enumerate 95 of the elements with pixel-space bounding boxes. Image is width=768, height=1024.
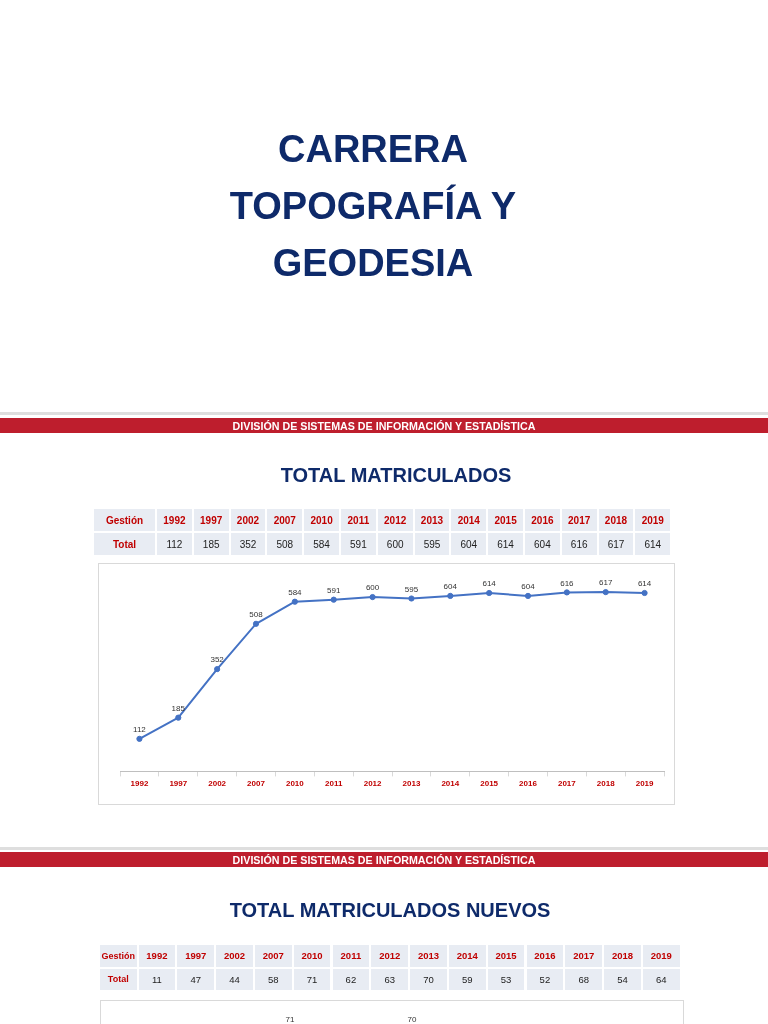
data-label: 604 (460, 538, 478, 550)
x-tick-label: 1997 (185, 950, 207, 962)
x-tick-label: 2015 (495, 950, 517, 962)
x-tick-label: 2017 (573, 950, 595, 962)
data-label: 604 (521, 582, 536, 592)
data-label: 62 (345, 973, 357, 985)
data-label: 54 (617, 973, 628, 985)
x-tick-label: 1992 (163, 514, 186, 526)
data-label: 614 (637, 579, 652, 589)
data-label: 600 (365, 583, 380, 593)
data-label: 614 (482, 579, 497, 589)
x-tick-label: 2016 (534, 950, 556, 962)
x-tick-label: 2015 (494, 514, 517, 526)
data-label: 614 (497, 538, 514, 550)
data-label: 53 (500, 973, 512, 985)
data-label: 185 (202, 538, 220, 550)
x-tick-label: 2017 (557, 779, 577, 789)
data-label: 112 (133, 725, 147, 735)
data-label: 616 (570, 538, 588, 550)
data-label: 112 (166, 538, 183, 550)
data-label: 600 (386, 538, 404, 550)
x-tick-label: 2019 (635, 779, 655, 789)
x-tick-label: 2019 (650, 950, 672, 962)
x-tick-label: 2011 (340, 950, 362, 962)
data-label: 64 (656, 973, 667, 985)
annotation: 71 (284, 1015, 296, 1024)
data-label: 604 (534, 538, 551, 550)
text: DIVISIÓN DE SISTEMAS DE INFORMACIÓN Y ESTADÍSTICA (232, 853, 536, 866)
data-label: 508 (249, 609, 264, 619)
data-label: 591 (350, 538, 367, 550)
text: CARRERA TOPOGRAFÍA Y GEODESIA (228, 127, 518, 286)
x-axis-title: Gestión (101, 950, 135, 961)
x-tick-label: 1992 (130, 779, 149, 789)
x-tick-label: 2018 (596, 779, 616, 789)
x-tick-label: 2010 (301, 950, 323, 962)
x-tick-label: 2014 (441, 779, 460, 789)
x-tick-label: 2016 (531, 514, 554, 526)
data-label: 59 (462, 973, 473, 985)
x-tick-label: 2002 (208, 779, 227, 789)
data-label: 584 (288, 587, 303, 597)
data-label: 47 (190, 973, 201, 985)
data-label: 617 (607, 538, 625, 550)
data-label: 616 (560, 578, 575, 588)
x-tick-label: 2018 (604, 514, 628, 526)
data-label: 591 (327, 585, 341, 595)
data-label: 58 (268, 973, 279, 985)
data-label: 595 (423, 538, 441, 550)
x-tick-label: 2012 (384, 514, 407, 526)
data-label: 44 (229, 973, 240, 985)
data-label: 185 (171, 703, 186, 713)
x-tick-label: 2013 (402, 779, 421, 789)
x-tick-label: 2011 (325, 779, 343, 789)
x-tick-label: 2002 (236, 514, 260, 526)
x-tick-label: 1997 (200, 514, 223, 526)
data-label: 70 (406, 1015, 418, 1024)
x-tick-label: 2016 (519, 779, 538, 789)
chart-title: TOTAL MATRICULADOS (279, 463, 513, 487)
y-tick-label: Total (107, 974, 129, 985)
x-tick-label: 2019 (641, 514, 664, 526)
x-tick-label: 2014 (456, 950, 478, 962)
chart-title: TOTAL MATRICULADOS NUEVOS (228, 898, 552, 922)
x-tick-label: 2012 (379, 950, 401, 962)
data-label: 595 (404, 584, 419, 594)
x-tick-label: 2007 (273, 514, 296, 526)
data-label: 63 (384, 973, 395, 985)
x-tick-label: 2014 (457, 514, 480, 526)
x-tick-label: 2011 (347, 514, 370, 526)
x-tick-label: 2010 (310, 514, 333, 526)
data-label: 604 (443, 582, 458, 592)
data-label: 352 (210, 655, 225, 665)
x-tick-label: 2013 (420, 514, 444, 526)
annotation: 70 (423, 973, 434, 985)
data-label: 352 (239, 538, 257, 550)
data-label: 68 (578, 973, 589, 985)
x-tick-label: 2007 (247, 779, 266, 789)
data-label: 614 (644, 538, 662, 550)
x-tick-label: 2018 (611, 950, 634, 962)
x-tick-label: 2007 (262, 950, 284, 962)
data-label: 71 (306, 973, 318, 985)
data-label: 617 (599, 578, 613, 588)
data-label: 52 (539, 973, 551, 985)
x-axis-title: Gestión (105, 514, 144, 526)
data-label: 11 (151, 973, 162, 985)
y-tick-label: Total (112, 538, 137, 550)
x-tick-label: 1997 (169, 779, 188, 789)
data-label: 508 (276, 538, 294, 550)
x-tick-label: 2012 (363, 779, 383, 789)
x-tick-label: 2017 (568, 514, 591, 526)
data-label: 584 (313, 538, 330, 550)
x-tick-label: 2013 (417, 950, 440, 962)
x-tick-label: 2002 (223, 950, 246, 962)
text: DIVISIÓN DE SISTEMAS DE INFORMACIÓN Y ESTADÍSTICA (232, 419, 536, 432)
x-tick-label: 2010 (285, 779, 305, 789)
x-tick-label: 1992 (146, 950, 168, 962)
x-tick-label: 2015 (480, 779, 499, 789)
